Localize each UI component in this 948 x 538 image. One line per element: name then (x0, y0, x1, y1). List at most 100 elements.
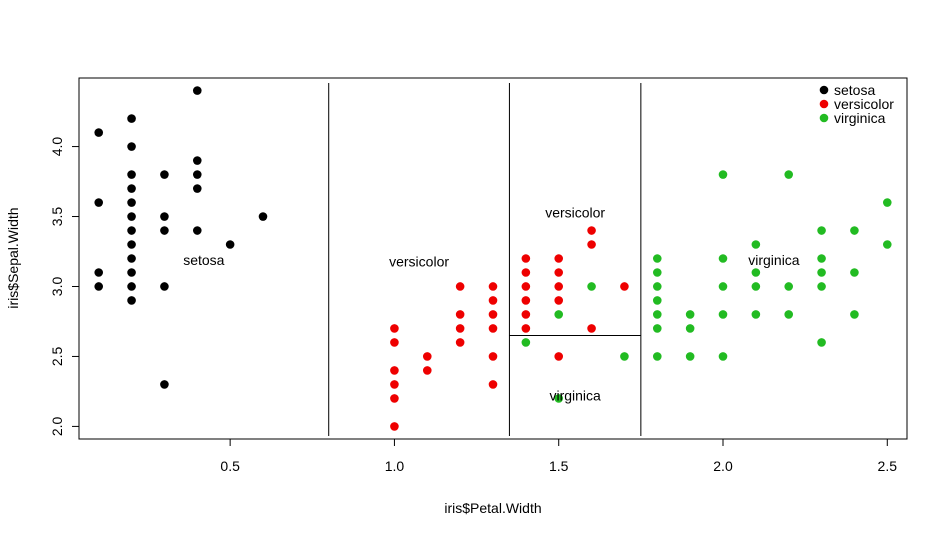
point-setosa (94, 198, 104, 207)
point-versicolor (587, 226, 596, 235)
region-label: versicolor (389, 253, 449, 269)
point-setosa (192, 170, 202, 179)
point-setosa (160, 170, 169, 179)
point-setosa (127, 282, 136, 291)
point-setosa (160, 226, 169, 235)
point-virginica (718, 352, 728, 361)
x-axis: 0.5 1.0 1.5 2.0 2.5 (220, 438, 897, 474)
point-virginica (751, 268, 761, 277)
point-versicolor (554, 254, 564, 263)
point-versicolor (488, 352, 498, 361)
point-virginica (652, 352, 662, 361)
point-virginica (620, 352, 629, 361)
point-virginica (652, 296, 662, 305)
point-virginica (718, 282, 728, 291)
y-axis: 2.0 2.5 3.0 3.5 4.0 (49, 137, 80, 436)
point-virginica (817, 226, 826, 235)
point-versicolor (455, 338, 465, 347)
point-versicolor (455, 324, 465, 333)
point-virginica (784, 170, 794, 179)
legend-label-virginica: virginica (834, 110, 886, 126)
point-setosa (225, 240, 235, 249)
point-versicolor (521, 296, 531, 305)
point-versicolor (554, 282, 564, 291)
point-versicolor (587, 240, 596, 249)
legend-label-setosa: setosa (834, 82, 875, 98)
point-versicolor (488, 380, 498, 389)
point-setosa (127, 226, 136, 235)
point-setosa (127, 142, 136, 151)
x-tick-label: 1.5 (549, 458, 569, 474)
point-virginica (850, 226, 859, 235)
point-virginica (850, 268, 859, 277)
point-setosa (94, 282, 104, 291)
y-axis-title: iris$Sepal.Width (5, 207, 21, 308)
point-setosa (192, 226, 202, 235)
x-axis-title: iris$Petal.Width (444, 500, 541, 516)
point-setosa (127, 240, 136, 249)
point-virginica (718, 254, 728, 263)
point-virginica (817, 338, 826, 347)
x-tick-label: 0.5 (220, 458, 240, 474)
point-virginica (685, 324, 695, 333)
point-versicolor (455, 310, 465, 319)
point-versicolor (488, 296, 498, 305)
point-versicolor (390, 366, 399, 375)
point-versicolor (554, 268, 564, 277)
point-setosa (94, 128, 104, 137)
point-versicolor (620, 282, 629, 291)
x-tick-label: 1.0 (385, 458, 405, 474)
point-virginica (554, 394, 564, 403)
point-versicolor (488, 282, 498, 291)
point-setosa (127, 170, 136, 179)
point-versicolor (521, 282, 531, 291)
point-virginica (521, 338, 531, 347)
point-setosa (258, 212, 268, 221)
legend-marker-virginica (819, 113, 829, 123)
region-label: setosa (183, 252, 224, 268)
point-versicolor (521, 310, 531, 319)
point-virginica (817, 268, 826, 277)
point-versicolor (554, 296, 564, 305)
point-versicolor (587, 324, 596, 333)
y-tick-label: 2.0 (49, 416, 65, 436)
legend-label-versicolor: versicolor (834, 96, 894, 112)
point-versicolor (455, 282, 465, 291)
region-label: virginica (549, 388, 601, 404)
point-setosa (160, 380, 169, 389)
point-virginica (882, 198, 892, 207)
point-versicolor (422, 352, 432, 361)
point-setosa (127, 198, 136, 207)
point-virginica (652, 282, 662, 291)
region-annotations: setosa versicolor versicolor virginica virgi… (183, 204, 800, 403)
x-tick-label: 2.0 (713, 458, 733, 474)
point-virginica (751, 240, 761, 249)
point-versicolor (390, 380, 399, 389)
point-versicolor (390, 324, 399, 333)
point-versicolor (521, 254, 531, 263)
point-virginica (652, 254, 662, 263)
point-versicolor (390, 394, 399, 403)
point-setosa (127, 114, 136, 123)
point-virginica (652, 310, 662, 319)
y-tick-label: 3.5 (49, 207, 65, 227)
partition-lines (328, 83, 642, 436)
y-tick-label: 2.5 (49, 347, 65, 367)
point-versicolor (554, 352, 564, 361)
point-virginica (685, 352, 695, 361)
point-versicolor (390, 338, 399, 347)
point-versicolor (521, 268, 531, 277)
point-setosa (160, 282, 169, 291)
point-virginica (817, 254, 826, 263)
point-setosa (127, 296, 136, 305)
point-virginica (718, 310, 728, 319)
point-virginica (652, 324, 662, 333)
point-virginica (882, 240, 892, 249)
point-versicolor (422, 366, 432, 375)
point-virginica (587, 282, 596, 291)
point-setosa (192, 156, 202, 165)
point-virginica (850, 310, 859, 319)
legend-marker-setosa (819, 85, 829, 95)
region-label: versicolor (545, 204, 605, 220)
